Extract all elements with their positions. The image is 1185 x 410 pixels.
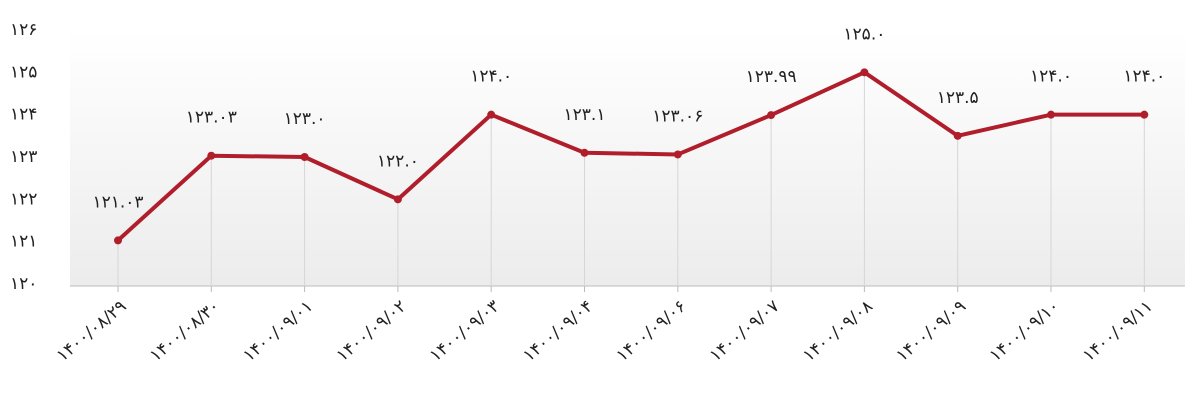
x-tick-label: ۱۴۰۰/۰۹/۱۱ [1079,296,1157,366]
x-tick-label: ۱۴۰۰/۰۸/۲۹ [53,296,131,366]
marker [580,148,589,157]
data-label: ۱۲۳.۰ [284,109,326,129]
y-tick-label: ۱۲۱ [10,232,37,252]
data-label: ۱۲۴.۰ [470,67,512,87]
data-label: ۱۲۳.۰۳ [186,108,237,128]
x-tick-label: ۱۴۰۰/۰۹/۱۰ [986,296,1064,366]
data-label: ۱۲۱.۰۳ [92,192,143,212]
marker [767,111,776,120]
marker [300,153,309,161]
x-tick-label: ۱۴۰۰/۰۸/۳۰ [146,296,224,366]
marker [673,150,682,159]
data-label: ۱۲۳.۵ [937,88,979,108]
marker [393,195,402,204]
marker [1140,110,1149,119]
y-tick-label: ۱۲۶ [10,20,37,40]
data-label: ۱۲۳.۱ [564,105,606,125]
x-tick-label: ۱۴۰۰/۰۹/۰۷ [706,296,784,366]
data-label: ۱۲۴.۰ [1030,67,1072,87]
marker [487,110,496,119]
x-tick-label: ۱۴۰۰/۰۹/۰۸ [799,296,877,366]
data-label: ۱۲۲.۰ [377,151,419,171]
y-tick-label: ۱۲۲ [10,189,37,209]
y-tick-label: ۱۲۰ [10,274,37,294]
marker [207,151,216,160]
x-tick-label: ۱۴۰۰/۰۹/۰۹ [893,296,971,366]
y-tick-label: ۱۲۴ [10,105,37,125]
marker [860,68,869,77]
data-label: ۱۲۳.۹۹ [746,67,797,87]
x-tick-label: ۱۴۰۰/۰۹/۰۳ [426,296,504,366]
y-tick-label: ۱۲۳ [10,147,37,167]
data-label: ۱۲۴.۰ [1123,67,1165,87]
data-label: ۱۲۳.۰۶ [652,106,703,126]
x-tick-label: ۱۴۰۰/۰۹/۰۶ [613,296,691,366]
marker [1047,110,1055,119]
x-tick-label: ۱۴۰۰/۰۹/۰۱ [239,296,317,366]
marker [114,236,122,245]
line [116,70,1145,242]
x-tick-label: ۱۴۰۰/۰۹/۰۲ [333,296,411,366]
marker [953,131,962,140]
data-label: ۱۲۵.۰ [843,24,885,44]
y-tick-label: ۱۲۵ [10,62,37,82]
x-tick-label: ۱۴۰۰/۰۹/۰۴ [519,296,597,366]
